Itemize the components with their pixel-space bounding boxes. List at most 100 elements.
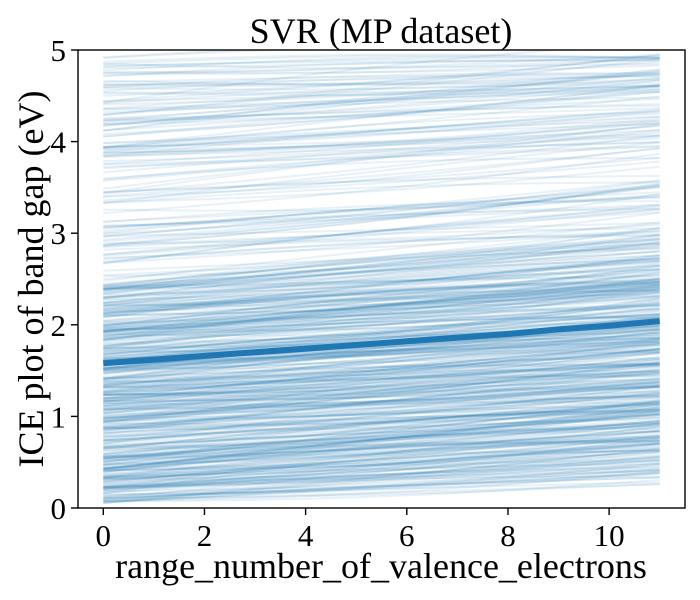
ice-curve [103,364,660,380]
ice-curve [103,247,660,272]
ice-curve [103,137,660,190]
ice-curve [103,435,660,472]
ice-curve [103,227,660,247]
ice-curve [103,195,660,223]
ice-curve [103,286,660,315]
ice-curve [103,401,660,438]
ice-curve [103,482,660,499]
ice-curve [103,475,660,494]
ice-curve [103,207,660,228]
ice-curve [103,439,660,470]
ice-curve [103,392,660,445]
ice-curve [103,268,660,330]
ice-curve [103,261,660,299]
ice-curve [103,135,660,174]
ice-curve [103,203,660,227]
ice-curve [103,369,660,399]
ice-curve [103,277,660,333]
ice-curve [103,107,660,122]
ice-curve [103,285,660,304]
ice-curve [103,346,660,387]
ice-curve [103,308,660,332]
ice-curve [103,395,660,449]
ice-curve [103,327,660,380]
ice-curve [103,249,660,290]
ice-curve [103,284,660,341]
y-axis-label: ICE plot of band gap (eV) [11,91,51,468]
ice-curve [103,425,660,470]
ice-curve [103,402,660,429]
ice-curve [103,124,660,163]
ice-curve [103,476,660,502]
ice-curve [103,263,660,298]
ice-curve [103,459,660,476]
ice-curve [103,446,660,476]
ice-curve [103,179,660,230]
ice-curve [103,78,660,91]
ice-curve [103,356,660,403]
ice-curve [103,50,566,104]
ice-curve [103,57,660,75]
ice-curve [103,393,660,429]
ice-curve [103,290,660,307]
ice-curve [103,419,660,478]
ice-curve [103,419,660,448]
ice-curve [103,410,660,431]
ice-curve [103,392,660,439]
ice-curve [103,429,660,480]
ice-curves [103,50,660,505]
ice-curve [103,85,660,110]
ice-curve [103,64,660,74]
ice-curve [103,373,660,419]
ice-curve [103,344,660,397]
ice-curve [103,351,660,392]
ice-curve [103,393,660,422]
ice-curve [103,348,660,411]
ice-curve [103,72,660,106]
ice-curve [103,186,660,235]
ice-curve [103,339,660,365]
ice-curve [103,412,660,435]
ice-curve [103,264,660,290]
ice-curve [103,257,660,312]
ice-curve [103,140,660,157]
ice-curve [103,347,660,393]
ice-curve [103,59,660,67]
ice-curve [103,410,660,473]
y-tick-label: 5 [51,33,67,68]
ice-curve [103,289,660,327]
ice-curve [103,463,660,478]
ice-curve [103,174,660,193]
ice-curve [103,427,660,450]
ice-curve [103,200,660,224]
ice-curve [103,308,660,334]
ice-curve [103,54,660,65]
ice-curve [103,449,660,483]
ice-curve [103,438,660,481]
ice-curve [103,436,660,476]
ice-curve [103,438,660,464]
ice-curve [103,343,660,404]
ice-curve [103,302,660,350]
ice-curve [103,410,660,473]
ice-curve [103,409,660,426]
ice-curve [103,234,660,288]
ice-curve [103,119,660,149]
ice-curve [103,350,660,410]
ice-curve [103,284,660,342]
ice-curve [103,451,660,471]
ice-curve [103,358,660,388]
ice-curve [103,415,660,442]
ice-curve [103,281,660,315]
ice-curve [103,211,660,256]
ice-curve [103,84,660,124]
ice-curve [103,439,660,458]
ice-curve [103,289,660,313]
ice-curve [103,288,660,311]
ice-curve [103,385,660,435]
ice-curve [103,90,660,138]
ice-curve [103,88,660,96]
ice-curve [103,375,660,395]
ice-curve [103,468,660,500]
ice-curve [103,454,660,484]
